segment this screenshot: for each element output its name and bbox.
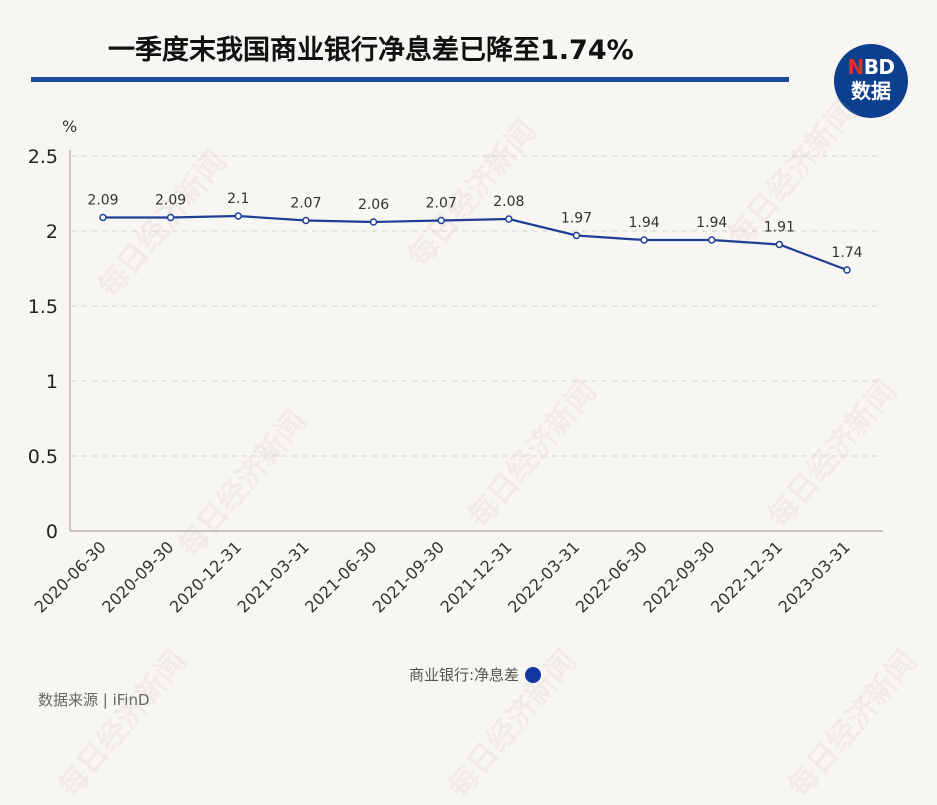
x-tick-label: 2020-09-30	[98, 537, 177, 616]
data-point	[843, 266, 851, 274]
data-point	[775, 240, 784, 249]
y-axis-unit: %	[62, 117, 78, 136]
data-label: 2.07	[426, 196, 457, 212]
legend[interactable]: 商业银行:净息差	[409, 664, 542, 685]
data-label: 1.94	[629, 215, 660, 231]
data-label: 2.06	[358, 197, 389, 213]
data-label: 2.09	[155, 193, 186, 209]
data-point	[166, 213, 175, 222]
data-source: 数据来源 | iFinD	[38, 691, 150, 709]
y-tick-label: 1.5	[28, 296, 58, 318]
data-label: 2.09	[87, 193, 118, 209]
data-point	[640, 236, 648, 244]
nbd-logo: NBD 数据	[834, 44, 908, 118]
data-point	[437, 216, 445, 225]
x-tick-label: 2021-12-31	[436, 537, 515, 616]
data-label: 1.91	[764, 220, 795, 236]
x-tick-label: 2021-03-31	[234, 537, 313, 616]
x-tick-label: 2020-06-30	[31, 537, 110, 616]
logo-accent-letter: N	[847, 55, 864, 79]
data-label: 1.97	[561, 211, 592, 227]
data-point	[234, 212, 243, 220]
x-tick-label: 2022-09-30	[639, 537, 718, 616]
x-tick-label: 2021-06-30	[301, 537, 380, 616]
data-point	[505, 215, 513, 223]
x-tick-label: 2023-03-31	[775, 537, 854, 616]
x-tick-label: 2022-03-31	[504, 537, 583, 616]
data-label: 2.08	[493, 194, 524, 210]
data-label: 2.1	[227, 191, 249, 207]
x-tick-label: 2020-12-31	[166, 537, 245, 616]
legend-marker-icon	[525, 666, 542, 683]
data-label: 1.94	[696, 215, 727, 231]
line-chart: 0 0.5 1 1.5 2 2.5 2020-06-302020-09-302020-12-…	[28, 146, 883, 617]
title-divider	[31, 77, 789, 82]
data-line	[103, 214, 848, 272]
x-tick-label: 2022-06-30	[572, 537, 651, 616]
logo-subtext: 数据	[851, 79, 891, 103]
y-tick-label: 0.5	[28, 446, 58, 468]
data-point	[302, 216, 310, 225]
x-tick-label: 2022-12-31	[707, 537, 786, 616]
logo-letters: BD	[863, 55, 895, 79]
data-point	[99, 213, 107, 222]
x-tick-label: 2021-09-30	[369, 537, 448, 616]
data-point	[572, 231, 581, 240]
chart-title: 一季度末我国商业银行净息差已降至1.74%	[108, 35, 634, 66]
y-tick-label: 2.5	[28, 146, 58, 168]
data-label: 1.74	[831, 245, 862, 261]
data-label: 2.07	[290, 196, 321, 212]
data-point	[707, 236, 716, 244]
y-tick-label: 1	[46, 371, 58, 393]
y-tick-label: 0	[46, 521, 58, 543]
data-point	[369, 218, 378, 226]
y-tick-label: 2	[46, 221, 58, 243]
legend-label: 商业银行:净息差	[409, 666, 520, 684]
